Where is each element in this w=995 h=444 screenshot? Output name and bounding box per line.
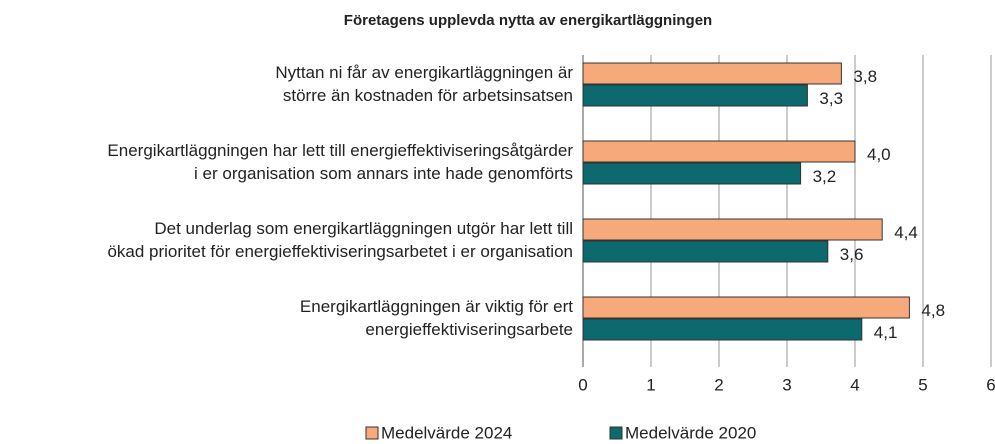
category-label: Det underlag som energikartläggningen ut… xyxy=(107,219,573,261)
bar xyxy=(582,296,910,319)
bar xyxy=(582,318,863,341)
value-label: 3,2 xyxy=(813,167,837,186)
bar xyxy=(582,62,842,85)
legend-label: Medelvärde 2024 xyxy=(381,423,512,442)
x-tick-label: 4 xyxy=(850,375,859,394)
value-label: 4,8 xyxy=(921,301,945,320)
legend-swatch xyxy=(609,426,623,440)
x-tick-label: 2 xyxy=(714,375,723,394)
category-label: Energikartläggningen har lett till energ… xyxy=(107,141,573,183)
value-label: 4,1 xyxy=(874,323,898,342)
bar xyxy=(582,140,856,163)
x-tick-label: 3 xyxy=(782,375,791,394)
x-tick-label: 6 xyxy=(986,375,995,394)
value-label: 3,6 xyxy=(840,245,864,264)
x-tick-label: 0 xyxy=(578,375,587,394)
category-label: Energikartläggningen är viktig för ert e… xyxy=(299,297,573,339)
chart-title: Företagens upplevda nytta av energikartl… xyxy=(344,12,712,29)
value-label: 4,4 xyxy=(894,223,918,242)
value-label: 3,3 xyxy=(819,89,843,108)
x-tick-label: 5 xyxy=(918,375,927,394)
x-tick-label: 1 xyxy=(646,375,655,394)
bar xyxy=(582,218,883,241)
value-label: 3,8 xyxy=(853,67,877,86)
value-label: 4,0 xyxy=(867,145,891,164)
category-label: Nyttan ni får av energikartläggningen är… xyxy=(275,63,573,105)
bar xyxy=(582,162,802,185)
bar xyxy=(582,84,808,107)
legend-label: Medelvärde 2020 xyxy=(625,423,756,442)
legend-swatch xyxy=(365,426,379,440)
bar xyxy=(582,240,829,263)
